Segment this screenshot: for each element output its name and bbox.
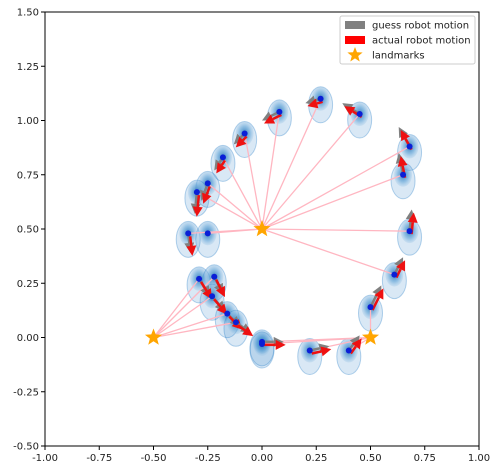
pose-estimate-point: [232, 319, 239, 326]
x-tick-label: 0.75: [414, 453, 436, 464]
legend-star-marker: [347, 47, 363, 62]
pose-estimate-point: [224, 310, 231, 317]
observation-line: [153, 295, 213, 339]
actual-motion-arrow: [311, 346, 332, 357]
legend-bar-marker: [345, 21, 365, 29]
pose-estimate-point: [406, 228, 413, 235]
pose-estimate-point: [204, 180, 211, 187]
x-tick-label: -0.25: [195, 453, 221, 464]
legend-box: [339, 15, 476, 65]
actual-motion-arrow: [264, 113, 282, 124]
landmark-star: [361, 328, 380, 345]
pose-estimate-point: [391, 271, 398, 278]
pose-estimate-point: [259, 341, 265, 348]
landmarks: [144, 220, 380, 345]
observation-line: [207, 182, 263, 230]
y-tick-label: 0.75: [17, 170, 39, 181]
x-tick-label: 0.25: [305, 453, 327, 464]
pose-estimate-point: [193, 189, 200, 196]
actual-motion-arrow: [371, 288, 384, 311]
observation-line: [222, 157, 263, 230]
x-tick-label: -1.00: [32, 453, 58, 464]
legend-label: landmarks: [372, 51, 425, 62]
observation-line: [261, 145, 410, 230]
pose-estimate-point: [306, 347, 313, 354]
observation-line: [153, 313, 228, 339]
pose-estimates: [185, 95, 413, 354]
actual-motion-arrow: [186, 236, 197, 256]
pose-estimate-point: [211, 273, 218, 280]
x-tick-label: 0.00: [251, 453, 273, 464]
actual-motion-arrow: [349, 338, 362, 355]
y-tick-label: 1.25: [17, 62, 39, 73]
pose-estimate-point: [345, 347, 352, 354]
actual-motion-arrow: [264, 339, 286, 350]
actual-motion-arrow: [202, 185, 212, 204]
legend-bar-marker: [345, 36, 365, 44]
legend-entry: actual robot motion: [345, 36, 471, 47]
pose-estimate-point: [276, 108, 283, 115]
legend-label: actual robot motion: [372, 36, 471, 47]
pose-estimate-point: [400, 171, 407, 178]
pose-estimate-point: [317, 95, 324, 102]
actual-motion-arrow: [213, 298, 228, 315]
x-tick-label: 1.00: [468, 453, 490, 464]
observation-line: [261, 174, 404, 230]
observation-line: [261, 228, 395, 276]
x-tick-label: 0.50: [359, 453, 381, 464]
legend-entry: landmarks: [347, 47, 425, 62]
actual-motion-arrow: [215, 279, 225, 298]
observation-line: [207, 228, 263, 234]
pose-estimate-point: [185, 230, 192, 237]
observation-line: [261, 98, 322, 230]
pose-estimate-point: [406, 143, 413, 150]
actual-motion-arrow: [237, 324, 254, 337]
actual-motion-arrow: [192, 194, 203, 217]
landmark-star: [253, 220, 271, 237]
actual-motion-arrow: [307, 98, 323, 109]
observation-line: [261, 113, 361, 230]
pose-estimate-point: [219, 154, 226, 161]
observation-line: [261, 228, 410, 232]
legend: guess robot motion actual robot motion lan…: [339, 15, 476, 65]
actual-motion-arrow: [235, 135, 248, 148]
x-axis: -1.00 -0.75 -0.50 -0.25 0.00 0.25 0.50 0.75 1.00: [32, 446, 490, 464]
y-tick-label: 0.50: [17, 225, 39, 236]
observation-line: [152, 278, 200, 338]
observation-line: [244, 133, 263, 230]
y-tick-label: 0.25: [17, 279, 39, 290]
y-tick-label: -0.25: [13, 387, 39, 398]
y-tick-label: 0.00: [17, 333, 39, 344]
y-tick-label: 1.50: [17, 8, 39, 19]
y-tick-label: 1.00: [17, 116, 39, 127]
pose-estimate-point: [356, 110, 363, 117]
landmark-star: [144, 328, 163, 345]
pose-estimate-point: [209, 293, 216, 300]
pose-estimate-point: [196, 275, 203, 282]
actual-motion-arrow: [395, 260, 406, 279]
pose-estimate-point: [204, 230, 211, 237]
legend-label: guess robot motion: [372, 21, 469, 32]
observation-line: [153, 321, 237, 339]
actual-motion-arrow: [216, 159, 226, 174]
legend-entry: guess robot motion: [345, 21, 469, 32]
x-tick-label: -0.50: [141, 453, 167, 464]
pose-estimate-point: [367, 304, 374, 311]
x-tick-label: -0.75: [86, 453, 112, 464]
pose-estimate-point: [241, 130, 248, 137]
y-tick-label: -0.50: [13, 442, 39, 453]
y-axis: -0.50 -0.25 0.00 0.25 0.50 0.75 1.00 1.25 1.50: [13, 8, 45, 453]
observation-line: [261, 111, 281, 230]
